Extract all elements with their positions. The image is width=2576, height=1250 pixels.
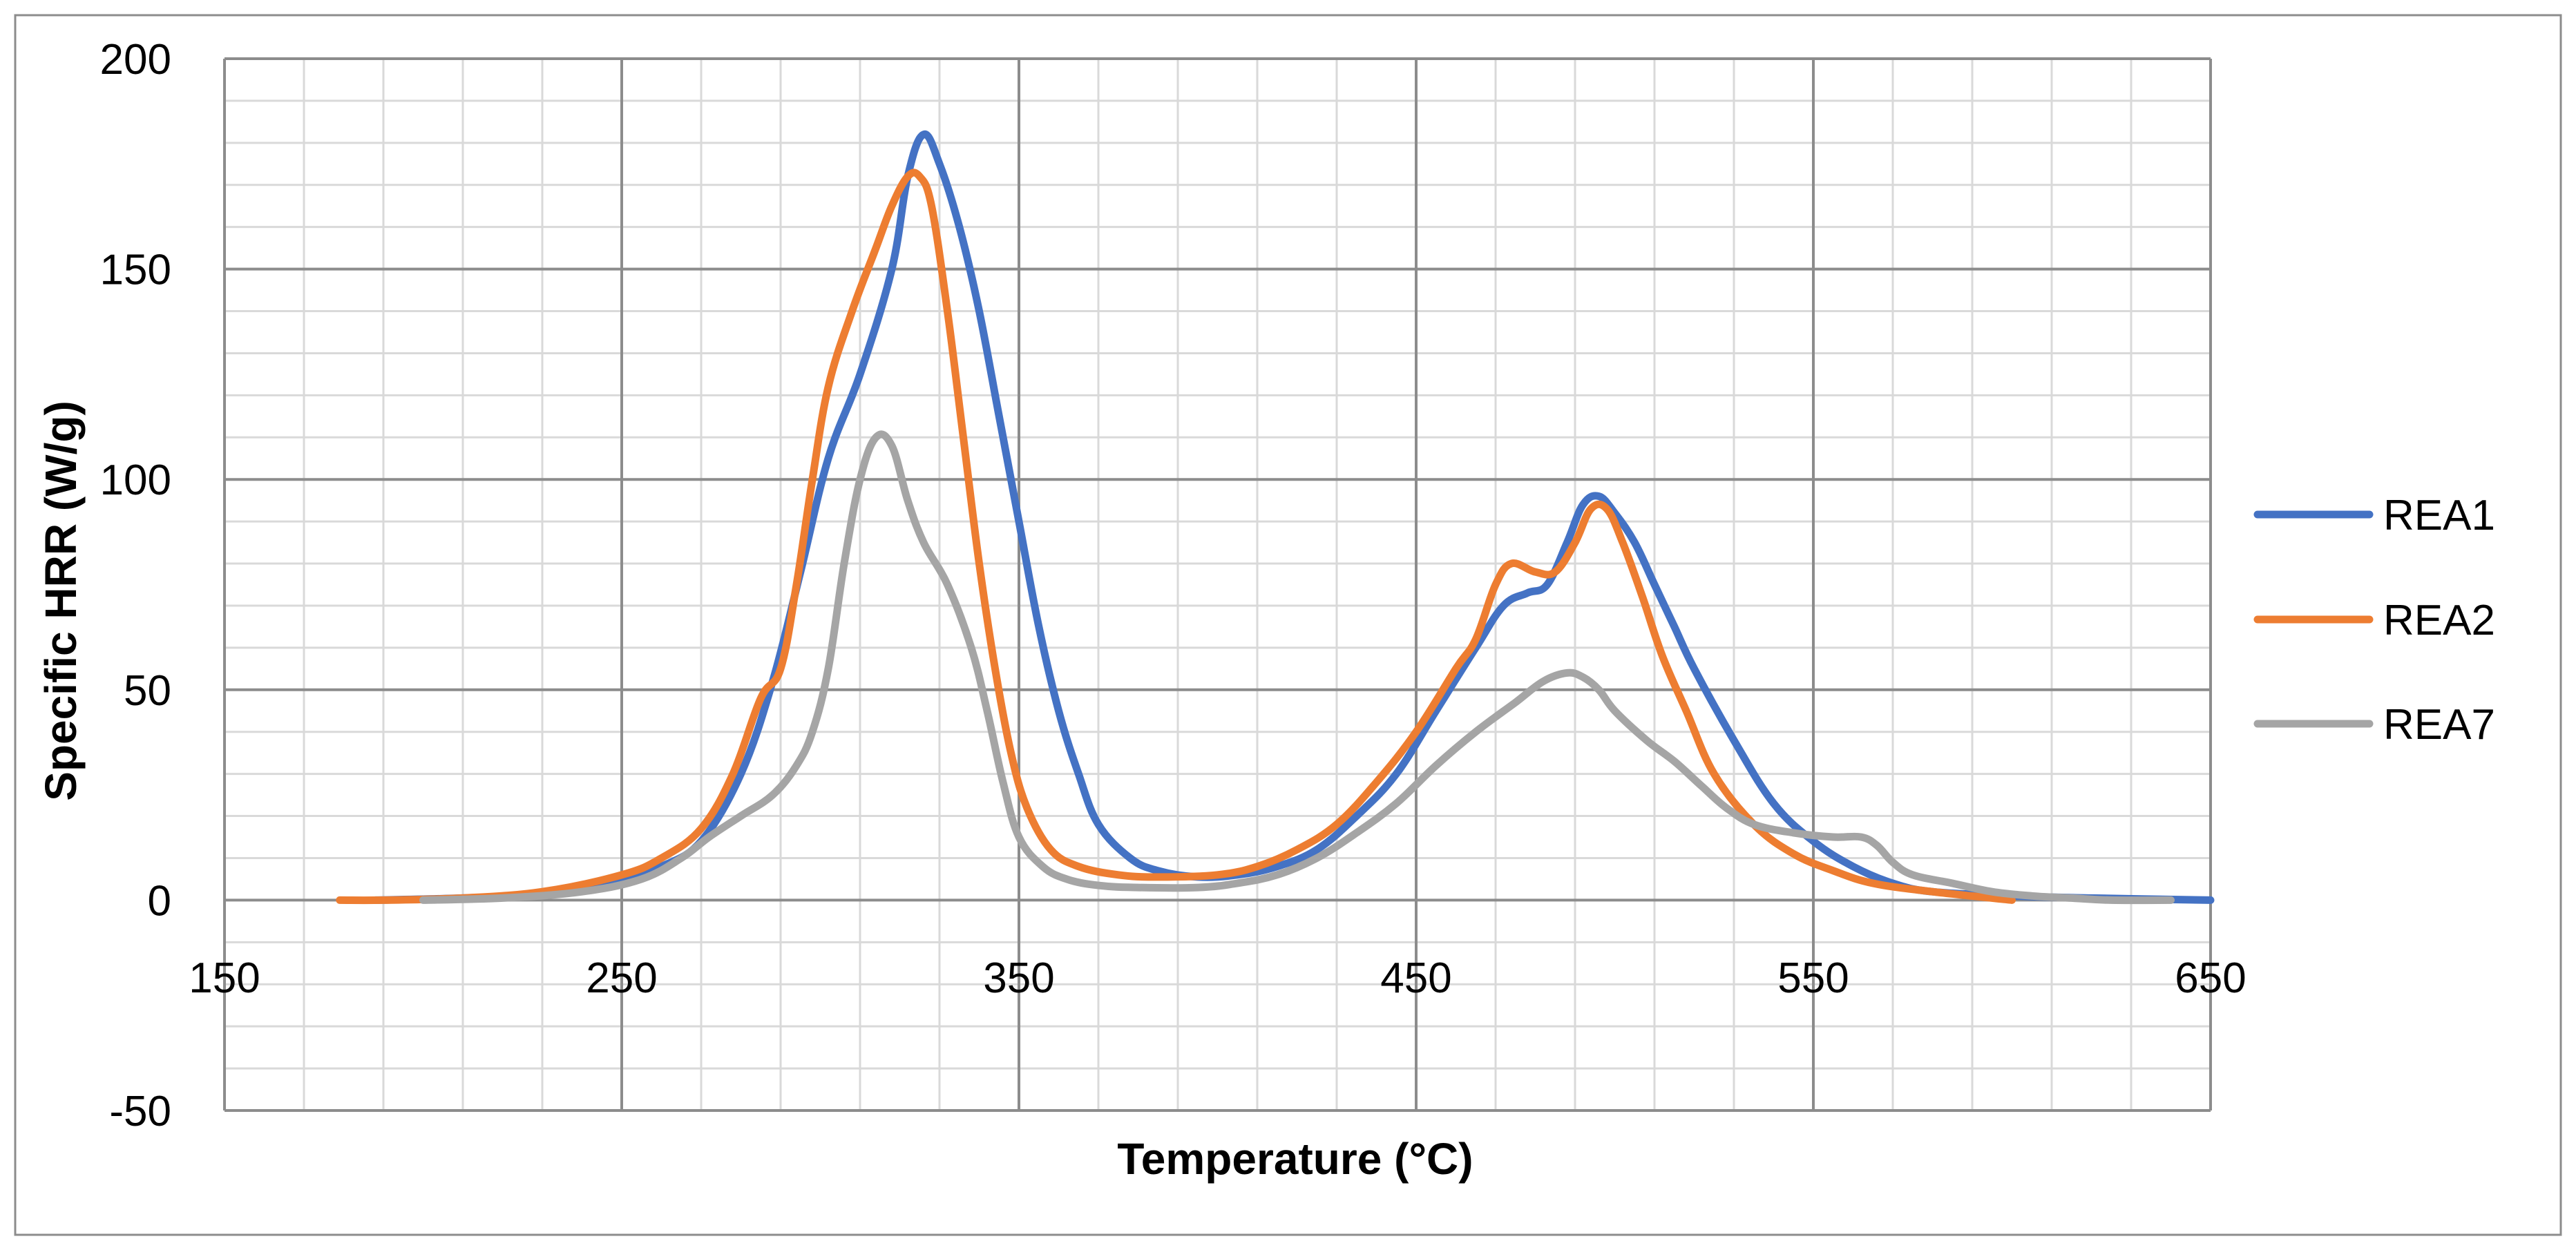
- major-gridlines: [223, 57, 2212, 1112]
- legend-label: REA2: [2383, 597, 2495, 644]
- x-tick-labels: 150 250 350 450 550 650: [189, 954, 2246, 1002]
- legend-label: REA7: [2383, 701, 2495, 749]
- x-tick-label: 150: [189, 954, 260, 1002]
- legend-item-rea7: REA7: [2253, 701, 2495, 749]
- y-tick-labels: -50 0 50 100 150 200: [100, 36, 171, 1135]
- y-tick-label: 150: [100, 247, 171, 294]
- legend: REA1 REA2 REA7: [2253, 492, 2495, 749]
- y-tick-label: 200: [100, 36, 171, 84]
- series-lines: [336, 131, 2215, 905]
- y-tick-label: -50: [109, 1088, 171, 1135]
- x-tick-label: 650: [2175, 954, 2246, 1002]
- legend-item-rea2: REA2: [2253, 597, 2495, 644]
- y-tick-label: 100: [100, 456, 171, 504]
- x-tick-label: 450: [1380, 954, 1451, 1002]
- series-line-rea2: [336, 169, 2016, 905]
- series-line-rea7: [419, 430, 2175, 905]
- legend-item-rea1: REA1: [2253, 492, 2495, 539]
- y-axis-title: Specific HRR (W/g): [36, 401, 86, 801]
- x-axis-title: Temperature (°C): [1117, 1134, 1473, 1184]
- x-tick-label: 550: [1777, 954, 1849, 1002]
- y-tick-label: 50: [124, 667, 171, 715]
- y-tick-label: 0: [148, 877, 171, 925]
- chart-frame: [14, 14, 2562, 1236]
- x-tick-label: 250: [586, 954, 657, 1002]
- x-tick-label: 350: [983, 954, 1054, 1002]
- legend-label: REA1: [2383, 492, 2495, 539]
